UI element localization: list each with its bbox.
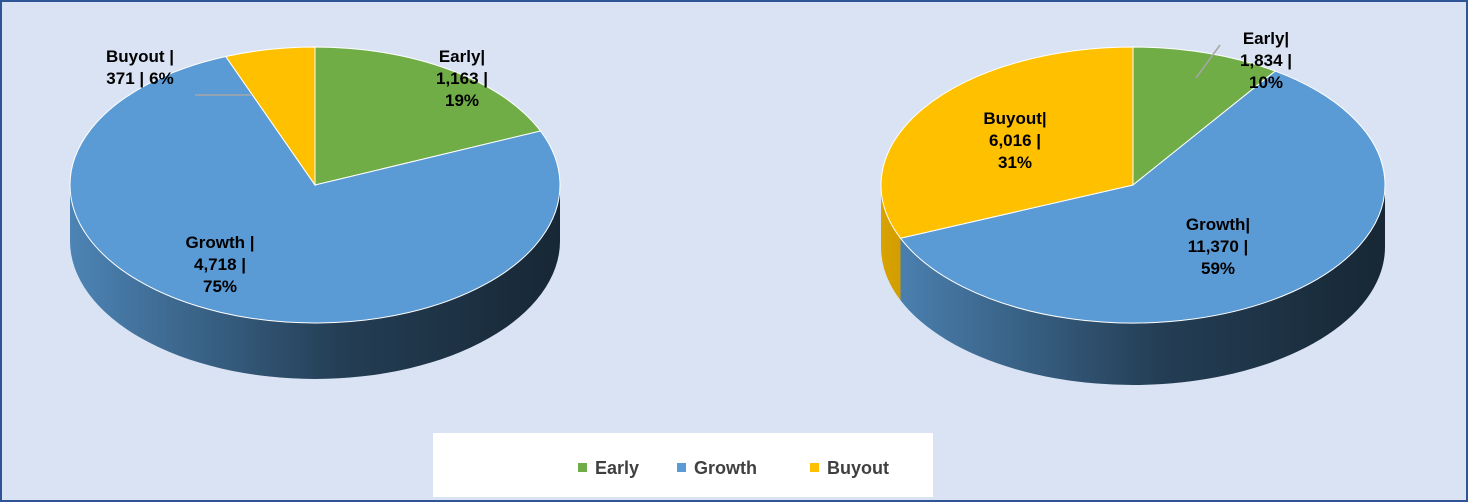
pie-side (900, 185, 1385, 386)
label-percent: 75% (203, 277, 237, 296)
label-name: Growth| (1186, 215, 1250, 234)
legend-swatch (810, 463, 819, 472)
pie-side (881, 185, 901, 301)
pie-slice (1132, 46, 1277, 187)
label-percent: 31% (998, 153, 1032, 172)
label-value: 1,834 | (1240, 51, 1292, 70)
label-name: Growth | (186, 233, 255, 252)
pie-side (70, 185, 560, 379)
label-value: 371 | (106, 69, 144, 88)
legend-swatch (677, 463, 686, 472)
label-name: Early| (1243, 29, 1289, 48)
label-percent: 59% (1201, 259, 1235, 278)
label-value: 1,163 | (436, 69, 488, 88)
pie-slice (224, 46, 316, 187)
legend-label: Buyout (827, 458, 889, 478)
data-label: Early| 1,834 | 10% (1240, 29, 1292, 92)
data-label: Buyout | 371 | 6% (106, 47, 174, 88)
label-name: Early| (439, 47, 485, 66)
label-percent: 10% (1249, 73, 1283, 92)
pie-slice (899, 70, 1386, 324)
data-label: Buyout| 6,016 | 31% (983, 109, 1046, 172)
label-value: 6,016 | (989, 131, 1041, 150)
legend-label: Growth (694, 458, 757, 478)
legend-swatch (578, 463, 587, 472)
label-percent: 6% (149, 69, 174, 88)
label-value: 4,718 | (194, 255, 246, 274)
pie-slice (314, 46, 542, 186)
data-label: Growth | 4,718 | 75% (186, 233, 255, 296)
data-label: Early| 1,163 | 19% (436, 47, 488, 110)
label-name: Buyout | (106, 47, 174, 66)
label-value: 11,370 | (1188, 237, 1249, 256)
data-label: Growth| 11,370 | 59% (1186, 215, 1250, 278)
pie-slice (69, 55, 561, 324)
label-percent: 19% (445, 91, 479, 110)
legend-label: Early (595, 458, 639, 478)
leader-line (1195, 44, 1221, 79)
label-name: Buyout| (983, 109, 1046, 128)
pie-slice (880, 46, 1134, 239)
